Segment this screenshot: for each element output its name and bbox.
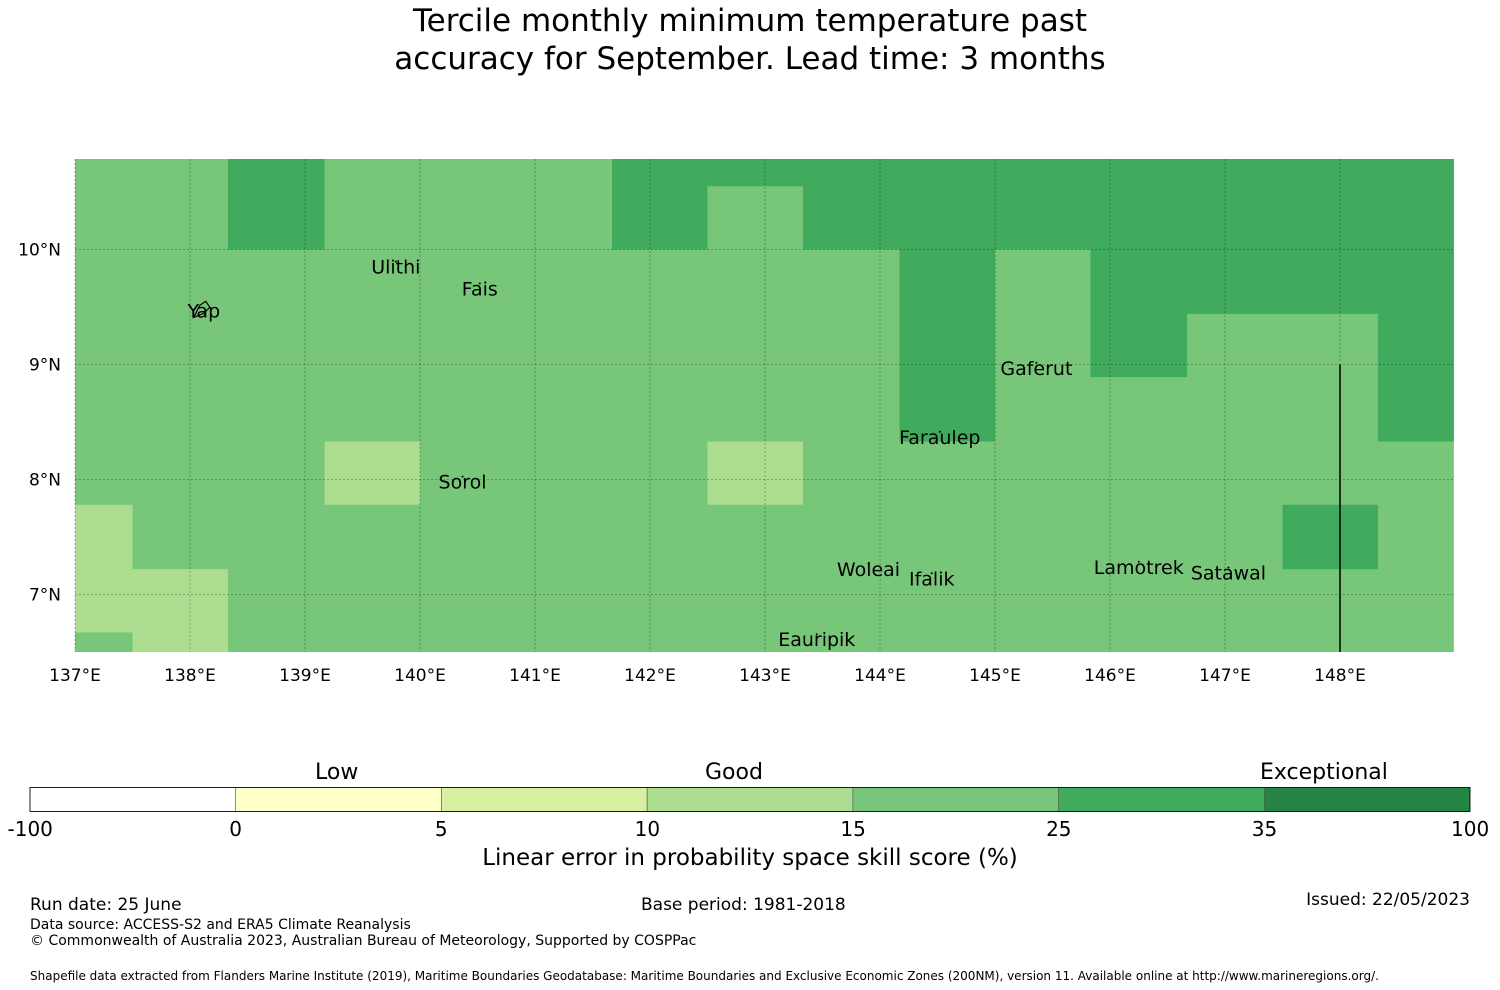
colorbar-tick-label: 35 [1251, 817, 1278, 841]
longitude-tick-label: 140°E [394, 666, 446, 686]
place-label: Fais [462, 278, 498, 300]
copyright: © Commonwealth of Australia 2023, Austra… [30, 933, 697, 949]
colorbar-swatches [29, 787, 1471, 812]
skill-cell [707, 441, 803, 505]
island-dot [815, 633, 818, 636]
island-dot [478, 282, 481, 285]
longitude-tick-label: 141°E [509, 666, 561, 686]
colorbar-category-low: Low [315, 760, 359, 785]
longitude-tick-label: 144°E [854, 666, 906, 686]
place-labels-layer: Ulithi Fais Yap Gaferut Faraulep Sorol Woleai I… [186, 257, 1266, 652]
colorbar-swatch [852, 787, 1059, 812]
skill-cell [1090, 249, 1454, 314]
skill-cell [227, 159, 325, 250]
latitude-tick-label: 8°N [29, 471, 61, 491]
shapefile-credit: Shapefile data extracted from Flanders M… [30, 969, 1379, 983]
graticule-layer [74, 159, 1455, 652]
latitude-tick-label: 7°N [29, 586, 61, 606]
yap-island-outline [192, 300, 211, 319]
skill-cell [707, 186, 803, 250]
island-dot [930, 572, 933, 575]
longitude-tick-label: 142°E [624, 666, 676, 686]
longitude-tick-label: 148°E [1314, 666, 1366, 686]
skill-cell [1377, 313, 1454, 442]
colorbar-swatch [29, 787, 237, 812]
skill-cell [899, 249, 995, 442]
colorbar-tick-label: 25 [1046, 817, 1072, 841]
longitude-tick-label: 145°E [969, 666, 1021, 686]
colorbar-tick-label: 15 [840, 817, 866, 841]
island-dot [461, 475, 464, 478]
skill-cell [1282, 504, 1378, 570]
colorbar-category-exceptional: Exceptional [1260, 760, 1388, 785]
place-label: Yap [186, 300, 220, 322]
longitude-tick-label: 146°E [1084, 666, 1136, 686]
place-label: Ifalik [909, 568, 955, 590]
island-dot [1035, 361, 1038, 364]
colorbar: Low Good Exceptional -100 0 5 10 15 25 35 100 [0, 755, 1500, 845]
colorbar-ticks: -100 0 5 10 15 25 35 100 [0, 817, 1500, 843]
longitude-tick-label: 137°E [49, 666, 101, 686]
skill-cells-layer [75, 159, 1454, 652]
colorbar-frame [29, 787, 1471, 812]
skill-cell [132, 632, 228, 652]
colorbar-swatch [1263, 787, 1471, 812]
colorbar-tick-label: -100 [7, 817, 53, 841]
place-label: Gaferut [1000, 358, 1072, 380]
islands-layer [192, 260, 1230, 636]
island-dot [938, 430, 941, 433]
skill-cell [75, 569, 228, 633]
colorbar-tick-label: 5 [434, 817, 448, 841]
colorbar-tick-label: 0 [229, 817, 242, 841]
issued-date: Issued: 22/05/2023 [1306, 890, 1470, 910]
colorbar-tick-label: 100 [1451, 817, 1490, 841]
skill-cell [324, 441, 420, 505]
colorbar-title: Linear error in probability space skill … [482, 845, 1018, 871]
longitude-tick-label: 147°E [1199, 666, 1251, 686]
colorbar-tick-label: 10 [634, 817, 661, 841]
longitude-ticks-layer: 137°E 138°E 139°E 140°E 141°E 142°E 143°E 144°E… [49, 666, 1366, 686]
place-label: Satawal [1191, 563, 1266, 585]
longitude-tick-label: 139°E [279, 666, 331, 686]
colorbar-swatch [646, 787, 854, 812]
island-dot [394, 260, 397, 263]
island-dot [1227, 566, 1230, 569]
data-source: Data source: ACCESS-S2 and ERA5 Climate … [30, 917, 411, 933]
colorbar-swatch [1058, 787, 1265, 812]
place-label: Woleai [837, 559, 900, 581]
map-title: Tercile monthly minimum temperature past… [394, 3, 1106, 77]
latitude-ticks-layer: 10°N 9°N 8°N 7°N [18, 241, 61, 606]
colorbar-swatch [235, 787, 442, 812]
skill-cell [1090, 313, 1188, 378]
island-dot [1137, 560, 1140, 563]
longitude-tick-label: 138°E [164, 666, 216, 686]
run-date: Run date: 25 June [30, 895, 182, 915]
longitude-tick-label: 143°E [739, 666, 791, 686]
place-label: Faraulep [899, 427, 980, 449]
colorbar-category-good: Good [705, 760, 763, 785]
skill-cell [75, 504, 133, 570]
island-dot [867, 563, 870, 566]
map-panel: Ulithi Fais Yap Gaferut Faraulep Sorol Woleai I… [18, 159, 1455, 686]
colorbar-swatch [441, 787, 648, 812]
latitude-tick-label: 10°N [18, 241, 61, 261]
latitude-tick-label: 9°N [29, 356, 61, 376]
place-label: Lamotrek [1094, 557, 1184, 579]
place-label: Eauripik [778, 629, 855, 651]
place-label: Ulithi [371, 257, 420, 279]
skill-map: Ulithi Fais Yap Gaferut Faraulep Sorol Woleai I… [18, 159, 1455, 686]
place-label: Sorol [439, 472, 487, 494]
base-period: Base period: 1981-2018 [641, 895, 846, 915]
